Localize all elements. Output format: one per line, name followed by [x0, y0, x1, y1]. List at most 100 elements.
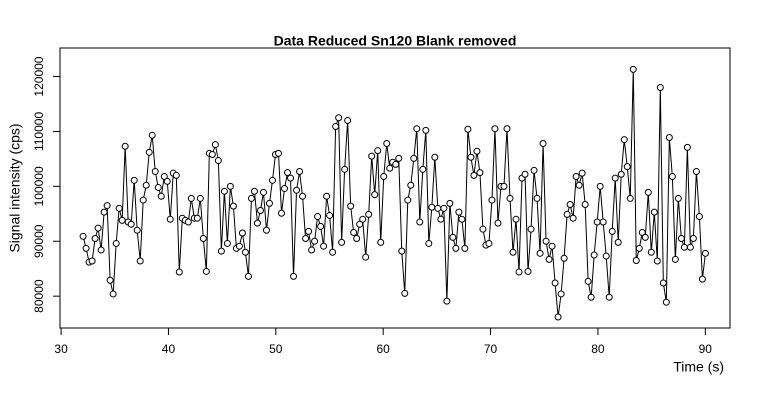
data-point: [674, 194, 682, 202]
data-point: [491, 125, 499, 133]
data-point: [335, 114, 343, 122]
data-point: [677, 235, 685, 243]
data-point: [226, 182, 234, 190]
data-point: [527, 225, 535, 233]
data-point: [698, 275, 706, 283]
data-point: [314, 213, 322, 221]
data-point: [136, 257, 144, 265]
data-point: [608, 227, 616, 235]
data-point: [262, 226, 270, 234]
y-axis-label: Signal intensity (cps): [7, 123, 23, 252]
data-point: [100, 208, 108, 216]
data-point: [151, 168, 159, 176]
data-point: [214, 157, 222, 165]
data-point: [554, 313, 562, 321]
data-point: [148, 131, 156, 139]
data-point: [97, 246, 105, 254]
data-point: [326, 211, 334, 219]
data-point: [133, 226, 141, 234]
data-point: [506, 194, 514, 202]
data-point: [464, 125, 472, 133]
data-point: [650, 208, 658, 216]
data-point: [374, 147, 382, 155]
data-point: [229, 202, 237, 210]
data-point: [599, 218, 607, 226]
data-point: [572, 172, 580, 180]
data-point: [305, 227, 313, 235]
data-point: [220, 187, 228, 195]
data-point: [635, 244, 643, 252]
data-point: [172, 171, 180, 179]
data-point: [281, 185, 289, 193]
data-point: [623, 163, 631, 171]
x-tick-label: 40: [162, 342, 176, 356]
data-point: [539, 140, 547, 148]
data-point: [320, 242, 328, 250]
data-point: [524, 267, 532, 275]
data-point: [365, 210, 373, 218]
data-point: [515, 268, 523, 276]
data-point: [659, 279, 667, 287]
data-point: [208, 151, 216, 159]
data-point: [392, 160, 400, 168]
data-point: [308, 246, 316, 254]
data-point: [88, 257, 96, 265]
data-point: [593, 218, 601, 226]
data-point: [542, 237, 550, 245]
data-point: [656, 84, 664, 92]
data-point: [241, 248, 249, 256]
y-tick-label: 90000: [32, 224, 46, 258]
data-point: [455, 208, 463, 216]
data-point: [275, 149, 283, 157]
data-point: [449, 233, 457, 241]
data-point: [142, 181, 150, 189]
data-point: [413, 125, 421, 133]
data-point: [545, 255, 553, 263]
data-point: [166, 215, 174, 223]
data-point: [91, 235, 99, 243]
data-point: [112, 239, 120, 247]
y-tick-label: 100000: [32, 166, 46, 206]
data-point: [250, 187, 258, 195]
data-point: [671, 255, 679, 263]
data-point: [244, 272, 252, 280]
data-point: [410, 154, 418, 162]
data-point: [629, 65, 637, 73]
data-point: [395, 154, 403, 162]
data-point: [614, 238, 622, 246]
plot-frame: [59, 47, 731, 329]
data-point: [620, 136, 628, 144]
data-point: [701, 249, 709, 257]
data-point: [265, 199, 273, 207]
data-point: [338, 238, 346, 246]
data-point: [154, 183, 162, 191]
data-point: [259, 188, 267, 196]
data-point: [419, 165, 427, 173]
x-tick-label: 60: [377, 342, 391, 356]
data-point: [467, 153, 475, 161]
data-point: [512, 215, 520, 223]
data-point: [106, 276, 114, 284]
data-point: [127, 220, 135, 228]
data-point: [347, 202, 355, 210]
data-point: [431, 153, 439, 161]
data-point: [139, 196, 147, 204]
data-point: [299, 192, 307, 200]
data-point: [452, 244, 460, 252]
data-point: [434, 204, 442, 212]
data-point: [692, 168, 700, 176]
x-tick-label: 70: [484, 342, 498, 356]
data-point: [602, 252, 610, 260]
data-point: [344, 116, 352, 124]
data-point: [440, 204, 448, 212]
data-point: [422, 126, 430, 134]
data-point: [437, 215, 445, 223]
data-point: [202, 267, 210, 275]
data-point: [287, 174, 295, 182]
data-point: [566, 200, 574, 208]
data-point: [662, 298, 670, 306]
data-point: [380, 172, 388, 180]
data-point: [416, 218, 424, 226]
data-point: [446, 199, 454, 207]
